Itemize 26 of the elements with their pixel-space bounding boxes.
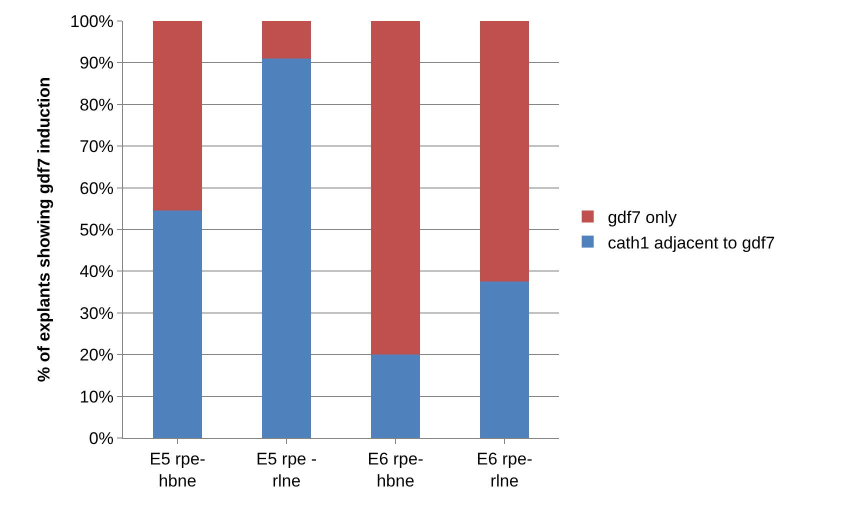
y-tick-label: 0% [89, 428, 114, 448]
bar [262, 21, 312, 59]
bar [152, 21, 202, 211]
x-tick-label: E6 rpe- hbne [368, 449, 424, 490]
bar [152, 210, 202, 438]
y-tick-label: 40% [80, 262, 114, 282]
y-tick-label: 100% [70, 12, 114, 31]
y-tick-label: 10% [80, 387, 114, 406]
x-tick-label: E5 rpe - rlne [256, 449, 317, 490]
legend-label: gdf7 only [608, 208, 678, 228]
y-tick-label: 50% [80, 220, 114, 240]
bar [370, 354, 420, 438]
x-tick-label: E6 rpe- rlne [476, 449, 532, 490]
y-tick-label: 20% [80, 346, 114, 365]
y-tick-label: 90% [80, 54, 114, 73]
bar [262, 58, 312, 438]
x-tick-label: E5 rpe- hbne [150, 449, 206, 490]
legend-label: cath1 adjacent to gdf7 [608, 233, 776, 252]
bar [480, 282, 530, 438]
bar [480, 21, 530, 282]
bar [370, 21, 420, 355]
y-tick-label: 60% [80, 178, 114, 198]
y-tick-label: 80% [80, 95, 114, 114]
y-axis-title: % of explants showing gdf7 induction [34, 76, 54, 382]
y-tick-label: 30% [80, 304, 114, 323]
y-tick-label: 70% [80, 137, 114, 156]
